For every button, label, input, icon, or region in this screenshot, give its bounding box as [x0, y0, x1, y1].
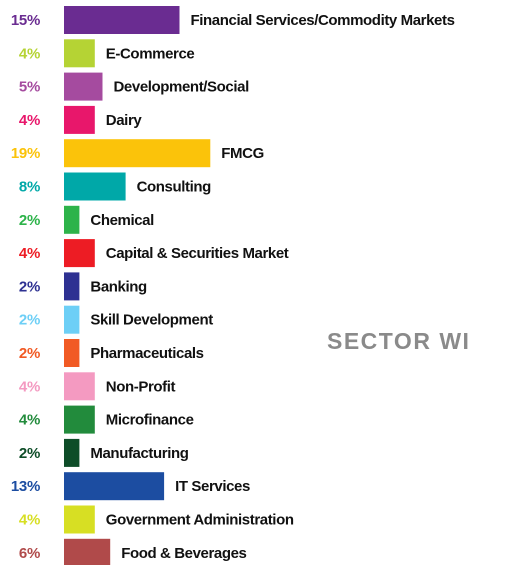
value-label: 2% — [19, 445, 40, 462]
value-label: 2% — [19, 345, 40, 362]
bar — [64, 305, 80, 334]
category-label: E-Commerce — [106, 45, 195, 62]
value-label: 6% — [19, 545, 40, 562]
category-label: Chemical — [90, 212, 154, 229]
value-label: 13% — [11, 478, 40, 495]
category-label: Banking — [90, 278, 147, 295]
value-label: 19% — [11, 145, 40, 162]
value-label: 8% — [19, 178, 40, 195]
bar — [64, 505, 95, 534]
category-label: Microfinance — [106, 412, 194, 429]
category-label: Capital & Securities Market — [106, 245, 289, 262]
bar — [64, 239, 95, 268]
bar — [64, 472, 165, 501]
category-label: Government Administration — [106, 511, 294, 528]
category-label: Non-Profit — [106, 378, 176, 395]
value-label: 4% — [19, 511, 40, 528]
bar — [64, 72, 103, 101]
side-title: SECTOR WI — [327, 328, 470, 354]
category-label: Pharmaceuticals — [90, 345, 203, 362]
bar — [64, 105, 95, 134]
category-label: Manufacturing — [90, 445, 188, 462]
bar — [64, 372, 95, 401]
category-label: Development/Social — [114, 79, 250, 96]
category-label: Dairy — [106, 112, 143, 129]
value-label: 4% — [19, 45, 40, 62]
value-label: 2% — [19, 212, 40, 229]
bar — [64, 6, 180, 34]
value-label: 4% — [19, 378, 40, 395]
bar — [64, 172, 126, 201]
bar — [64, 139, 211, 168]
bar — [64, 205, 80, 234]
bar — [64, 272, 80, 301]
category-label: Consulting — [137, 178, 212, 195]
value-label: 4% — [19, 412, 40, 429]
bar — [64, 405, 95, 434]
bar — [64, 438, 80, 467]
category-label: Skill Development — [90, 312, 213, 329]
value-label: 5% — [19, 79, 40, 96]
category-label: Financial Services/Commodity Markets — [191, 12, 455, 29]
bar — [64, 39, 95, 68]
value-label: 2% — [19, 278, 40, 295]
category-label: IT Services — [175, 478, 250, 495]
bar — [64, 538, 111, 567]
value-label: 4% — [19, 112, 40, 129]
value-label: 15% — [11, 12, 40, 29]
category-label: Food & Beverages — [121, 545, 246, 562]
category-label: FMCG — [221, 145, 264, 162]
bar — [64, 339, 80, 367]
value-label: 2% — [19, 312, 40, 329]
value-label: 4% — [19, 245, 40, 262]
